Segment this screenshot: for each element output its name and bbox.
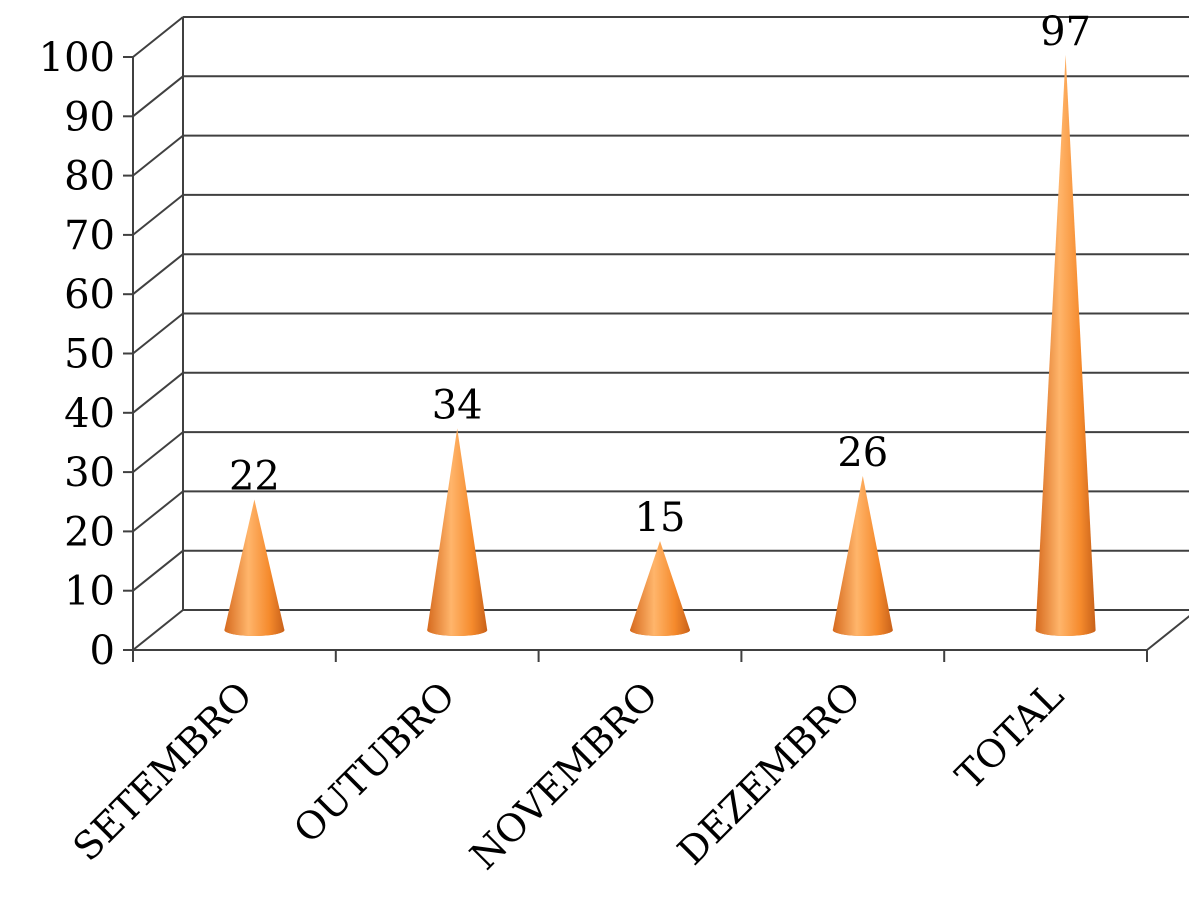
axes: [123, 57, 1147, 662]
floor-right-edge: [1147, 610, 1189, 650]
category-label: SETEMBRO: [65, 673, 261, 869]
y-tick-label: 30: [64, 450, 115, 496]
cone-setembro: [224, 500, 284, 636]
data-label: 26: [837, 430, 888, 476]
category-label: DEZEMBRO: [669, 673, 869, 873]
cone-outubro: [427, 428, 487, 636]
data-labels: 22 34 15 26 97: [229, 9, 1091, 541]
y-tick-label: 10: [64, 569, 115, 615]
data-label: 97: [1040, 9, 1091, 55]
cone-body: [833, 476, 893, 636]
grid-diagonal: [133, 254, 183, 294]
cone-body: [1036, 55, 1096, 636]
data-label: 34: [432, 382, 483, 428]
grid-diagonal: [133, 373, 183, 413]
cone-body: [630, 541, 690, 636]
data-label: 15: [635, 495, 686, 541]
y-tick-label: 90: [64, 94, 115, 140]
grid-diagonal: [133, 610, 183, 650]
y-tick-labels: 0 10 20 30 40 50 60 70 80 90 100: [39, 35, 115, 674]
grid-diagonal: [133, 136, 183, 176]
y-tick-label: 70: [64, 213, 115, 259]
grid-diagonal: [133, 314, 183, 354]
category-label: TOTAL: [947, 673, 1072, 798]
cones: [224, 55, 1095, 636]
cone-body: [224, 500, 284, 636]
category-label: NOVEMBRO: [462, 673, 667, 878]
cone-novembro: [630, 541, 690, 636]
cone-total: [1036, 55, 1096, 636]
category-label: OUTUBRO: [285, 673, 463, 851]
grid-diagonal: [133, 551, 183, 591]
grid-diagonal: [133, 491, 183, 531]
y-tick-label: 50: [64, 332, 115, 378]
y-tick-label: 60: [64, 272, 115, 318]
grid-diagonal: [133, 195, 183, 235]
y-tick-label: 0: [90, 628, 115, 674]
data-label: 22: [229, 454, 280, 500]
grid-diagonal: [133, 432, 183, 472]
grid-diagonal: [133, 17, 183, 57]
y-tick-label: 40: [64, 391, 115, 437]
cone-body: [427, 428, 487, 636]
cone-dezembro: [833, 476, 893, 636]
y-tick-label: 80: [64, 154, 115, 200]
y-tick-label: 100: [39, 35, 115, 81]
y-tick-label: 20: [64, 509, 115, 555]
grid-diagonal: [133, 76, 183, 116]
